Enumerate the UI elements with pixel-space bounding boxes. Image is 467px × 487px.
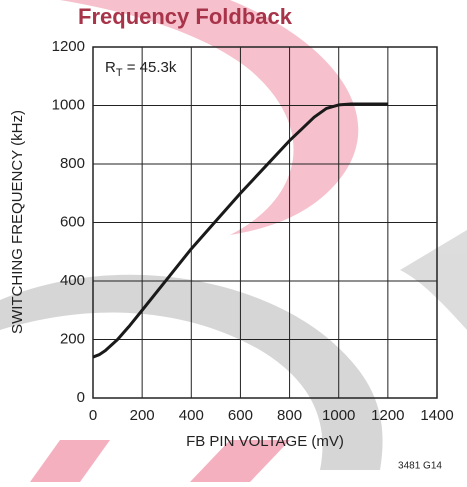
y-axis-label: SWITCHING FREQUENCY (kHz): [9, 110, 26, 334]
y-tick-label: 800: [60, 155, 85, 172]
annotation-main: R: [105, 59, 116, 76]
annotation: RT = 45.3k: [105, 59, 177, 79]
x-tick-label: 400: [179, 407, 204, 424]
x-tick-label: 1200: [371, 407, 404, 424]
annotation-suffix: = 45.3k: [123, 59, 177, 76]
chart-title: Frequency Foldback: [78, 4, 293, 29]
annotation-sub: T: [116, 67, 123, 79]
x-tick-label: 600: [228, 407, 253, 424]
y-tick-label: 200: [60, 330, 85, 347]
data-line: [92, 102, 388, 359]
x-tick-label: 1000: [322, 407, 355, 424]
x-tick-label: 1400: [420, 407, 453, 424]
y-tick-label: 1000: [52, 96, 85, 113]
x-tick-label: 0: [89, 407, 97, 424]
x-axis-label: FB PIN VOLTAGE (mV): [186, 433, 344, 450]
x-tick-label: 200: [130, 407, 155, 424]
x-tick-label: 800: [277, 407, 302, 424]
y-tick-label: 0: [77, 389, 85, 406]
y-tick-label: 400: [60, 272, 85, 289]
y-tick-label: 600: [60, 213, 85, 230]
y-tick-label: 1200: [52, 38, 85, 55]
footnote: 3481 G14: [398, 461, 442, 472]
